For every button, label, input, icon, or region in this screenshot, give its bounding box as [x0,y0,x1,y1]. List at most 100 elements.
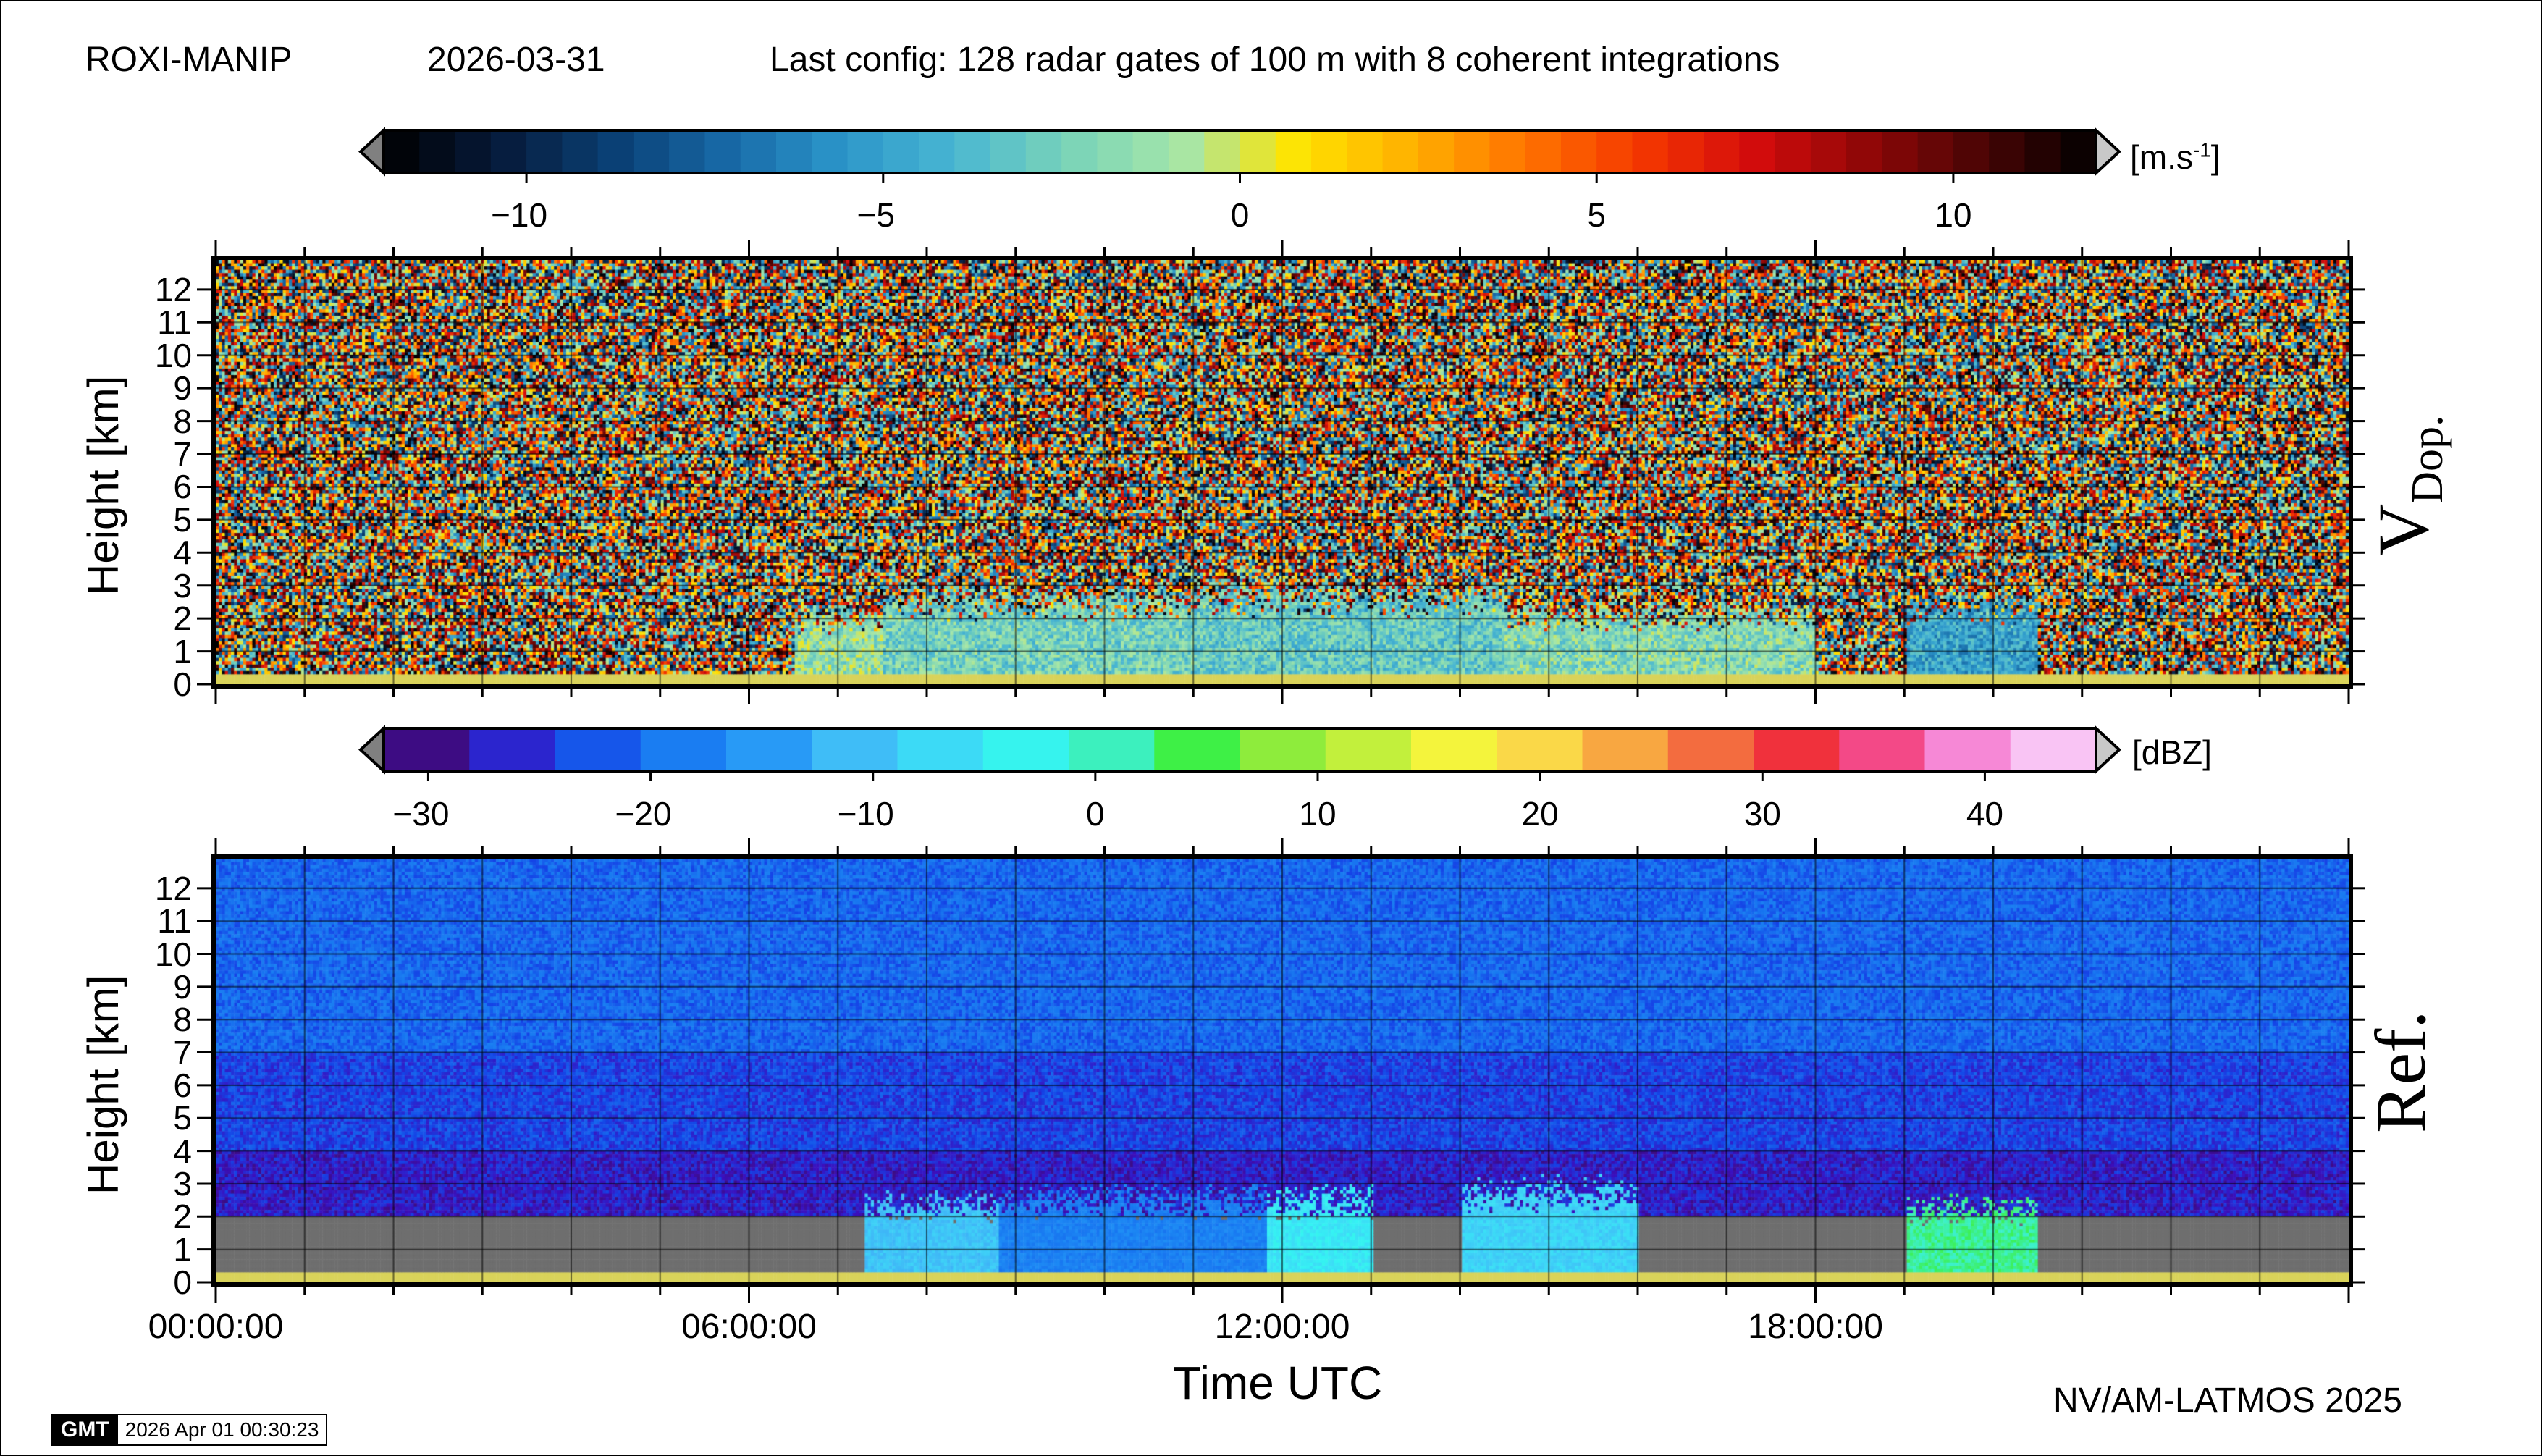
reflectivity-colorbar-block [2010,728,2097,771]
velocity-colorbar-block [633,130,670,173]
velocity-colorbar-block [1667,130,1704,173]
velocity-colorbar-block [1989,130,2026,173]
station-name: ROXI-MANIP [85,41,293,79]
doppler-panel [211,256,2353,689]
velocity-colorbar-block [1382,130,1419,173]
velocity-colorbar-block [1240,130,1276,173]
reflectivity-colorbar-block [1924,728,2011,771]
velocity-colorbar-block [1061,130,1098,173]
plot-date: 2026-03-31 [427,41,605,79]
time-tick: 18:00:00 [1748,1308,1883,1346]
reflectivity-tick: 0 [1086,795,1105,833]
reflectivity-ytick: 8 [173,1001,192,1039]
reflectivity-tick: 20 [1521,795,1559,833]
velocity-colorbar-block [597,130,634,173]
doppler-ytick: 4 [173,534,192,572]
doppler-ytick: 5 [173,500,192,539]
reflectivity-colorbar-block [1240,728,1326,771]
config-text: Last config: 128 radar gates of 100 m wi… [770,41,1780,79]
reflectivity-ytick: 4 [173,1132,192,1170]
velocity-colorbar-block [847,130,884,173]
reflectivity-colorbar-high-arrow [2095,725,2121,775]
gmt-logo: GMT [52,1415,118,1444]
velocity-colorbar-block [1846,130,1883,173]
velocity-colorbar-block [1418,130,1455,173]
velocity-tick: −10 [491,196,548,234]
doppler-ytick: 11 [157,303,192,342]
reflectivity-ytick: 0 [173,1263,192,1301]
reflectivity-colorbar-block [640,728,727,771]
reflectivity-tick: −10 [837,795,894,833]
doppler-ytick: 2 [173,599,192,638]
velocity-colorbar-block [1917,130,1954,173]
velocity-colorbar-block [1025,130,1062,173]
doppler-ytick: 7 [173,435,192,473]
reflectivity-tick: 30 [1743,795,1781,833]
velocity-colorbar-block [1810,130,1847,173]
reflectivity-colorbar-block [1667,728,1754,771]
gmt-time: 2026 Apr 01 00:30:23 [125,1418,319,1441]
doppler-heatmap [216,260,2349,684]
reflectivity-colorbar-block [384,728,471,771]
doppler-ytick: 1 [173,632,192,670]
reflectivity-panel [211,854,2353,1287]
velocity-colorbar-block [954,130,991,173]
velocity-colorbar-block [1704,130,1741,173]
velocity-colorbar-block [1204,130,1241,173]
doppler-ytick: 3 [173,566,192,605]
reflectivity-colorbar-block [1497,728,1583,771]
velocity-tick: 0 [1230,196,1250,234]
velocity-colorbar-block [1739,130,1776,173]
velocity-colorbar-block [883,130,919,173]
velocity-colorbar-low-arrow [358,127,385,177]
reflectivity-colorbar-block [982,728,1069,771]
reflectivity-colorbar-block [1411,728,1498,771]
velocity-colorbar-block [1097,130,1134,173]
reflectivity-colorbar-low-arrow [358,725,385,775]
reflectivity-colorbar-block [897,728,984,771]
velocity-colorbar-block [1953,130,1990,173]
reflectivity-ytick: 9 [173,967,192,1006]
velocity-colorbar-block [1275,130,1312,173]
reflectivity-colorbar-block [1325,728,1412,771]
velocity-tick: 10 [1935,196,1972,234]
reflectivity-colorbar-block [1839,728,1926,771]
velocity-colorbar-block [526,130,563,173]
velocity-colorbar-block [990,130,1027,173]
velocity-colorbar-high-arrow [2095,127,2121,177]
time-tick: 12:00:00 [1214,1308,1350,1346]
velocity-colorbar-block [455,130,492,173]
velocity-colorbar-block [2024,130,2061,173]
doppler-ytick: 12 [154,270,192,308]
velocity-colorbar-block [1525,130,1562,173]
reflectivity-colorbar-block [1069,728,1156,771]
credit-text: NV/AM-LATMOS 2025 [2053,1381,2402,1420]
reflectivity-heatmap [216,859,2349,1282]
velocity-colorbar-block [1454,130,1491,173]
velocity-colorbar-block [419,130,456,173]
reflectivity-ytick: 3 [173,1164,192,1203]
velocity-colorbar-block [1560,130,1598,173]
velocity-colorbar-block [1489,130,1526,173]
reflectivity-colorbar-block [1154,728,1241,771]
reflectivity-colorbar-block [1582,728,1669,771]
reflectivity-colorbar-block [469,728,556,771]
reflectivity-tick: 10 [1299,795,1337,833]
reflectivity-tick: −20 [615,795,672,833]
velocity-colorbar-block [1596,130,1633,173]
doppler-ytick: 8 [173,402,192,440]
velocity-colorbar-block [1311,130,1348,173]
velocity-colorbar-block [812,130,849,173]
velocity-colorbar-block [919,130,956,173]
reflectivity-ytick: 2 [173,1198,192,1236]
velocity-colorbar-block [740,130,777,173]
velocity-unit: [m.s-1] [2130,138,2221,176]
velocity-tick: 5 [1587,196,1606,234]
reflectivity-ytick: 7 [173,1033,192,1072]
reflectivity-unit: [dBZ] [2132,733,2212,771]
time-tick: 06:00:00 [681,1308,817,1346]
velocity-colorbar-block [1168,130,1205,173]
